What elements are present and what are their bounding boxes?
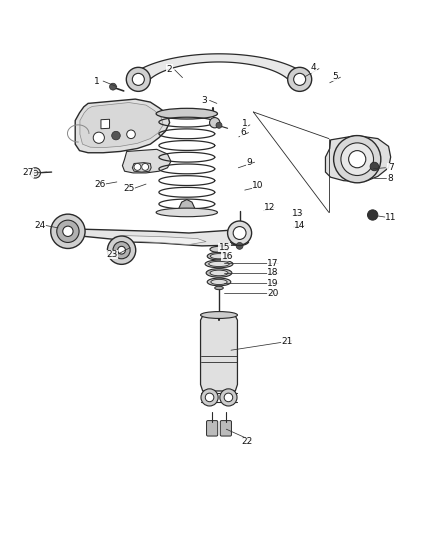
Ellipse shape [156, 208, 218, 217]
Text: 20: 20 [267, 288, 278, 297]
Circle shape [341, 143, 374, 175]
Circle shape [224, 393, 233, 402]
Polygon shape [114, 236, 206, 245]
Ellipse shape [210, 270, 228, 276]
Circle shape [220, 389, 237, 406]
Polygon shape [132, 163, 151, 172]
Circle shape [134, 164, 141, 171]
Text: 6: 6 [240, 128, 246, 137]
Circle shape [107, 236, 136, 264]
Circle shape [142, 164, 148, 171]
Ellipse shape [206, 269, 232, 277]
Circle shape [51, 214, 85, 248]
Circle shape [205, 393, 214, 402]
Text: 1: 1 [94, 77, 99, 86]
Circle shape [127, 130, 135, 139]
Ellipse shape [211, 279, 227, 285]
Circle shape [209, 118, 220, 128]
Text: 7: 7 [388, 163, 394, 172]
Text: 25: 25 [123, 184, 134, 193]
Text: 12: 12 [264, 203, 276, 212]
Text: 2: 2 [167, 64, 173, 74]
Circle shape [33, 171, 38, 175]
Polygon shape [177, 199, 196, 212]
Text: 10: 10 [252, 181, 263, 190]
Circle shape [93, 132, 104, 143]
Text: 16: 16 [222, 252, 233, 261]
Text: 17: 17 [267, 259, 279, 268]
Polygon shape [80, 102, 163, 148]
Text: 5: 5 [332, 72, 338, 81]
Circle shape [118, 246, 125, 254]
Ellipse shape [215, 286, 223, 289]
Circle shape [228, 221, 251, 245]
Circle shape [288, 67, 312, 91]
Polygon shape [75, 99, 170, 153]
Circle shape [349, 151, 366, 168]
Circle shape [334, 135, 381, 183]
Text: 19: 19 [267, 279, 279, 288]
Text: 4: 4 [311, 63, 316, 72]
Circle shape [233, 227, 246, 239]
Circle shape [110, 83, 117, 90]
Circle shape [293, 74, 306, 85]
FancyBboxPatch shape [220, 421, 231, 436]
Text: 24: 24 [34, 221, 45, 230]
Polygon shape [128, 54, 310, 80]
Text: 26: 26 [94, 180, 106, 189]
Text: 3: 3 [201, 96, 207, 105]
Polygon shape [61, 223, 242, 254]
Circle shape [370, 162, 379, 171]
Polygon shape [123, 149, 171, 173]
Circle shape [63, 226, 73, 237]
Polygon shape [325, 135, 391, 182]
Circle shape [113, 241, 130, 259]
Circle shape [236, 243, 243, 249]
Ellipse shape [201, 312, 237, 318]
Ellipse shape [207, 252, 231, 260]
Ellipse shape [208, 261, 230, 266]
Circle shape [30, 168, 40, 178]
Circle shape [201, 389, 218, 406]
Text: 21: 21 [281, 337, 293, 346]
Circle shape [57, 220, 79, 243]
Text: 9: 9 [246, 158, 252, 167]
Text: 8: 8 [388, 174, 394, 183]
Circle shape [367, 210, 378, 220]
Text: 13: 13 [292, 209, 303, 218]
Circle shape [112, 131, 120, 140]
Ellipse shape [210, 254, 228, 259]
Text: 22: 22 [241, 437, 253, 446]
Circle shape [126, 67, 150, 91]
Circle shape [132, 74, 145, 85]
Ellipse shape [207, 278, 231, 286]
Circle shape [216, 122, 222, 128]
Text: 15: 15 [219, 243, 230, 252]
Text: 27: 27 [23, 168, 34, 177]
Ellipse shape [210, 246, 228, 252]
Text: 1: 1 [242, 119, 247, 128]
Polygon shape [201, 316, 237, 391]
Ellipse shape [205, 260, 233, 268]
Text: 23: 23 [106, 250, 117, 259]
Polygon shape [101, 119, 110, 128]
FancyBboxPatch shape [207, 421, 218, 436]
Text: 18: 18 [267, 269, 279, 278]
Text: 11: 11 [385, 213, 396, 222]
Ellipse shape [156, 108, 218, 119]
Text: 14: 14 [294, 221, 305, 230]
